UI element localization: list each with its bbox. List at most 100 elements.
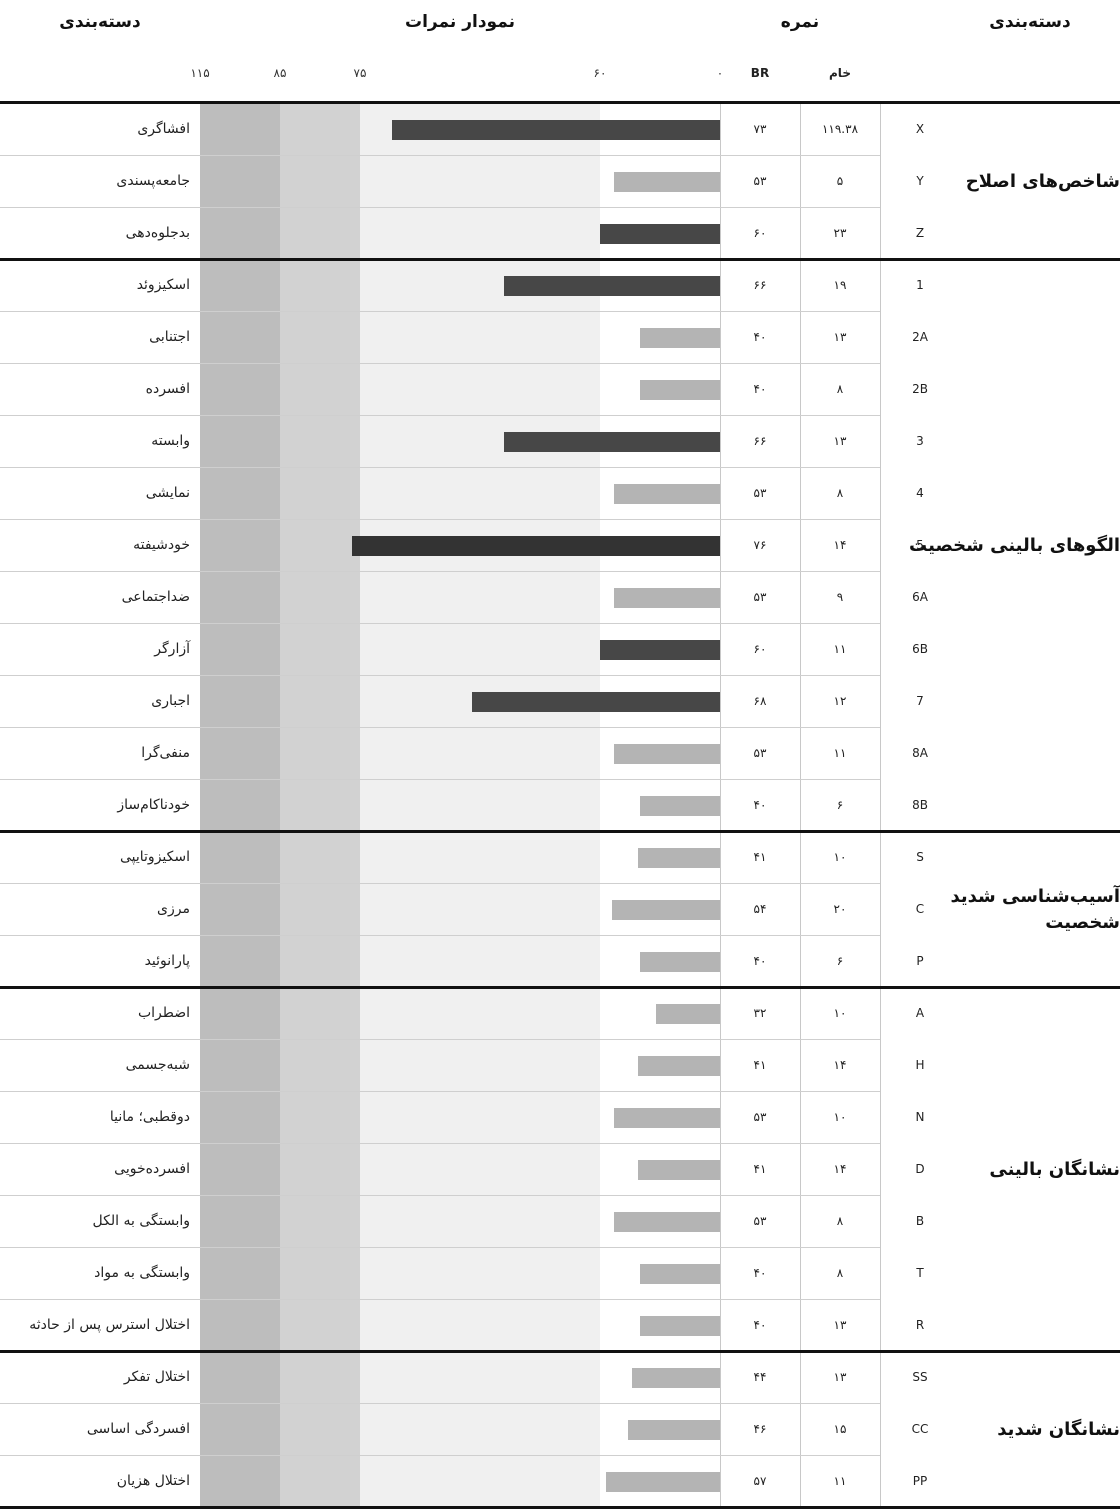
score-bar [600,224,720,244]
scale-code: 7 [916,694,924,708]
raw-score: ۱۳ [833,1318,847,1332]
br-score: ۴۰ [753,798,767,812]
scale-label: افسردگی اساسی [86,1421,190,1437]
raw-score: ۶ [836,954,844,968]
br-score: ۵۳ [753,1214,767,1228]
scale-code: 6A [912,590,928,604]
br-score: ۵۷ [753,1474,767,1488]
scale-code: 8A [912,746,928,760]
scale-code: 3 [916,434,924,448]
br-score: ۴۶ [753,1422,767,1436]
row-divider [0,363,880,364]
score-bar [640,796,720,816]
scale-code: H [915,1058,925,1072]
score-bar [606,1472,720,1492]
section-divider [0,1350,1120,1353]
score-bar [472,692,720,712]
score-bar [640,1264,720,1284]
scale-code: 2A [912,330,928,344]
raw-score: ۱۱ [833,1474,847,1488]
score-bar [656,1004,720,1024]
row-divider [0,207,880,208]
score-bar [640,380,720,400]
score-bar [638,848,720,868]
br-score: ۴۰ [753,330,767,344]
scale-label: شبه‌جسمی [125,1057,190,1073]
header-category-left: دسته‌بندی [59,12,141,32]
score-bar [504,276,720,296]
score-bar [640,328,720,348]
scale-code: P [916,954,924,968]
scale-code: X [915,122,925,136]
scale-code: C [915,902,925,916]
row-divider [0,1039,880,1040]
raw-score: ۱۲ [833,694,847,708]
raw-score: ۱۵ [833,1422,847,1436]
column-divider [880,104,881,1506]
br-score: ۴۴ [753,1370,767,1384]
scale-code: D [915,1162,925,1176]
scale-label: دوقطبی؛ مانیا [109,1109,190,1125]
score-bar [640,1316,720,1336]
scale-code: CC [911,1422,929,1436]
scale-code: Z [915,226,925,240]
raw-score: ۸ [836,1266,844,1280]
raw-score: ۹ [836,590,844,604]
br-score: ۷۳ [753,122,767,136]
header-category-right: دسته‌بندی [989,12,1071,32]
br-score: ۶۶ [753,278,767,292]
scale-label: افشاگری [137,121,190,137]
raw-score: ۶ [836,798,844,812]
raw-score: ۸ [836,486,844,500]
scale-code: 5 [916,538,924,552]
score-bar [504,432,720,452]
scale-code: 4 [916,486,924,500]
scale-label: افسرده‌خویی [114,1161,190,1177]
row-divider [0,1299,880,1300]
br-score: ۷۶ [753,538,767,552]
scale-code: 2B [912,382,928,396]
raw-score: ۱۱ [833,746,847,760]
column-divider [800,104,801,1506]
scale-code: S [916,850,924,864]
br-score: ۶۰ [753,226,767,240]
row-divider [0,311,880,312]
br-score: ۴۰ [753,1318,767,1332]
axis-tick-75: ۷۵ [353,66,367,80]
br-score: ۴۱ [753,850,767,864]
raw-score: ۱۳ [833,1370,847,1384]
br-score: ۴۱ [753,1162,767,1176]
scale-label: مرزی [157,901,190,917]
raw-score: ۱۱ [833,642,847,656]
scale-label: ضداجتماعی [121,589,190,605]
raw-score: ۱۴ [833,1058,847,1072]
scale-code: A [915,1006,925,1020]
score-bar [614,1212,720,1232]
scale-code: Y [916,174,924,188]
section-title: شاخص‌های اصلاح [965,171,1120,192]
scale-label: پارانوئید [144,953,190,969]
scale-code: R [915,1318,925,1332]
row-divider [0,779,880,780]
row-divider [0,1455,880,1456]
score-bar [600,640,720,660]
scale-label: اسکیزوئد [136,277,190,293]
axis-tick-115: ۱۱۵ [190,66,210,80]
axis-tick-0: ۰ [716,66,724,80]
axis-tick-85: ۸۵ [273,66,287,80]
row-divider [0,571,880,572]
row-divider [0,519,880,520]
score-bar [628,1420,720,1440]
section-title: آسیب‌شناسی شدید شخصیت [950,886,1120,933]
row-divider [0,1143,880,1144]
score-bar [614,484,720,504]
scale-code: 1 [916,278,924,292]
raw-score: ۸ [836,382,844,396]
header-rule [0,101,1120,104]
header-raw: خام [829,66,851,80]
raw-score: ۱۹ [833,278,847,292]
raw-score: ۱۱۹.۳۸ [821,122,859,136]
br-score: ۵۳ [753,1110,767,1124]
header-score: نمره [780,12,820,32]
br-score: ۵۴ [753,902,767,916]
